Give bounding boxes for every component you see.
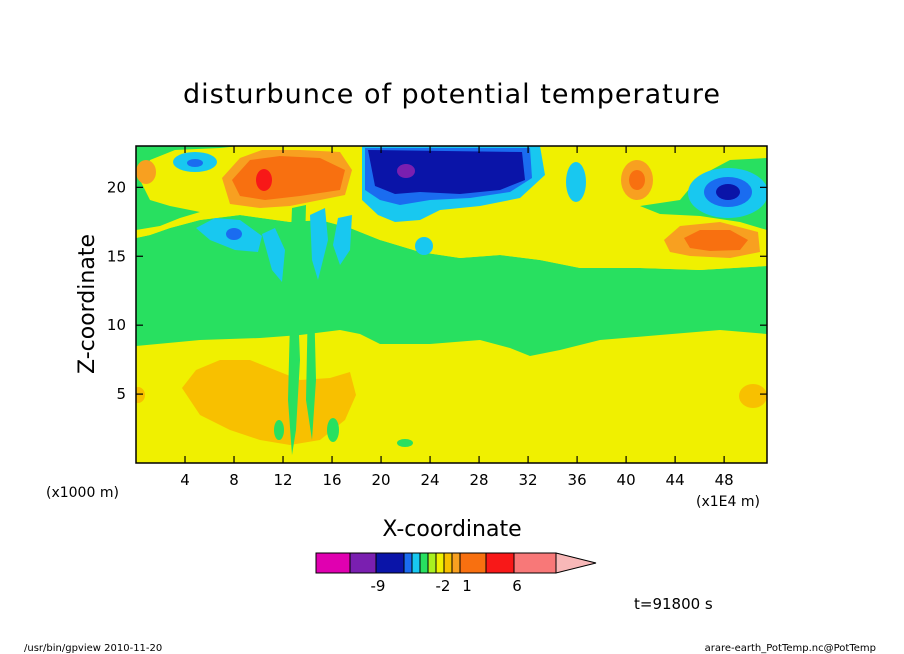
colorbar-bin <box>419 552 429 574</box>
green-spot-right <box>327 418 339 442</box>
wave-streaks <box>288 300 316 455</box>
footer-right: arare-earth_PotTemp.nc@PotTemp <box>705 643 876 654</box>
x-axis-label: X-coordinate <box>382 517 521 542</box>
y-tick-label: 20 <box>107 178 126 196</box>
cold-upper-core <box>368 150 525 194</box>
contour-field <box>136 146 767 463</box>
x-tick-label: 40 <box>617 471 636 489</box>
colorbar-bin <box>459 552 487 574</box>
cold-streak-3 <box>333 215 352 265</box>
cold-streak-1 <box>262 228 285 282</box>
warm-spot-left-edge <box>136 387 145 403</box>
cold-upper-center <box>397 164 415 178</box>
colorbar-bin <box>435 552 445 574</box>
right-cold-core <box>716 184 740 200</box>
x-tick-label: 12 <box>273 471 292 489</box>
cyan-spot-1 <box>415 237 433 255</box>
colorbar-tick-label: -9 <box>371 577 386 595</box>
colorbar-bin <box>375 552 405 574</box>
x-tick-label: 16 <box>322 471 341 489</box>
right-warm-lens-core <box>684 230 748 251</box>
colorbar-bin <box>403 552 413 574</box>
y-axis-unit: (x1000 m) <box>46 485 119 501</box>
x-tick-label: 8 <box>229 471 239 489</box>
x-tick-label: 48 <box>715 471 734 489</box>
right-warm-spot-core <box>629 170 645 190</box>
colorbar-arrow <box>555 552 597 574</box>
y-axis-ticks: 5 10 15 20 <box>107 178 767 403</box>
x-tick-label: 44 <box>666 471 685 489</box>
x-tick-label: 36 <box>568 471 587 489</box>
colorbar-bin <box>451 552 461 574</box>
warm-spot-right-edge <box>739 384 767 408</box>
colorbar-bin <box>315 552 351 574</box>
green-spot-bottom <box>397 439 413 447</box>
colorbar-bin <box>427 552 437 574</box>
chart-title: disturbunce of potential temperature <box>183 79 721 110</box>
green-spot-left <box>274 420 284 440</box>
cyan-spot-2 <box>566 162 586 202</box>
x-tick-label: 32 <box>519 471 538 489</box>
footer-left: /usr/bin/gpview 2010-11-20 <box>24 643 162 654</box>
plot-frame <box>135 145 768 464</box>
y-tick-label: 15 <box>107 247 126 265</box>
blue-lobe-left <box>226 228 242 240</box>
time-label: t=91800 s <box>634 595 713 613</box>
y-axis-label: Z-coordinate <box>75 234 100 374</box>
colorbar-bin <box>485 552 515 574</box>
left-green-blob <box>136 146 240 230</box>
x-axis-unit: (x1E4 m) <box>696 494 760 510</box>
x-axis-ticks: 4 8 12 16 20 24 28 32 36 40 44 48 <box>180 146 734 489</box>
warm-spot-far-left <box>136 160 156 184</box>
cold-streak-2 <box>310 208 328 280</box>
colorbar-bin <box>443 552 453 574</box>
colorbar-bin <box>349 552 377 574</box>
x-tick-label: 24 <box>421 471 440 489</box>
x-tick-label: 4 <box>180 471 190 489</box>
x-tick-label: 20 <box>372 471 391 489</box>
blue-blob-left <box>187 159 203 167</box>
x-tick-label: 28 <box>470 471 489 489</box>
colorbar-tick-label: 1 <box>462 577 472 595</box>
colorbar-tick-label: -2 <box>436 577 451 595</box>
hot-core <box>256 169 272 191</box>
green-streak-1 <box>290 205 306 300</box>
colorbar-bin <box>513 552 557 574</box>
colorbar: -9 -2 1 6 <box>315 552 597 595</box>
y-tick-label: 5 <box>116 385 126 403</box>
y-tick-label: 10 <box>107 316 126 334</box>
colorbar-tick-label: 6 <box>512 577 522 595</box>
colorbar-bin <box>411 552 421 574</box>
